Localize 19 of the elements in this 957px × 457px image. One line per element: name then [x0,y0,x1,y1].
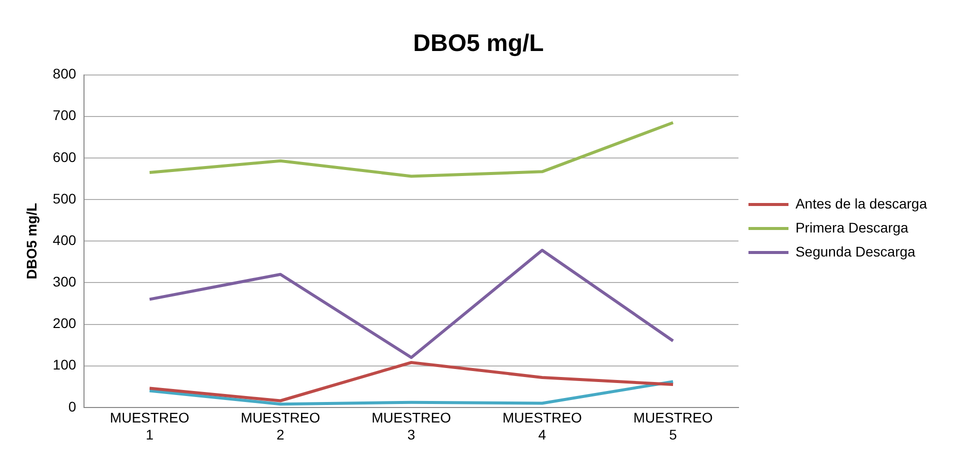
x-tick-label: MUESTREO 4 [502,410,582,442]
y-tick-label: 0 [68,398,76,414]
y-tick-label: 100 [52,356,76,373]
x-tick-label: MUESTREO 1 [110,410,190,442]
x-tick-label: MUESTREO 2 [240,410,320,442]
y-tick-label: 600 [52,148,76,165]
legend-label: Primera Descarga [795,219,908,236]
chart-title: DBO5 mg/L [413,30,544,58]
y-tick-label: 700 [52,107,76,124]
legend-label: Segunda Descarga [795,243,916,260]
y-tick-label: 300 [52,274,76,290]
x-tick-label: MUESTREO 3 [372,410,452,442]
y-axis-title: DBO5 mg/L [23,202,40,280]
x-tick-label: MUESTREO 5 [633,410,713,442]
legend-label: Antes de la descarga [795,195,928,212]
y-tick-label: 400 [52,232,76,248]
y-tick-label: 200 [52,315,76,332]
y-tick-label: 500 [52,190,76,206]
y-tick-label: 800 [52,66,76,82]
